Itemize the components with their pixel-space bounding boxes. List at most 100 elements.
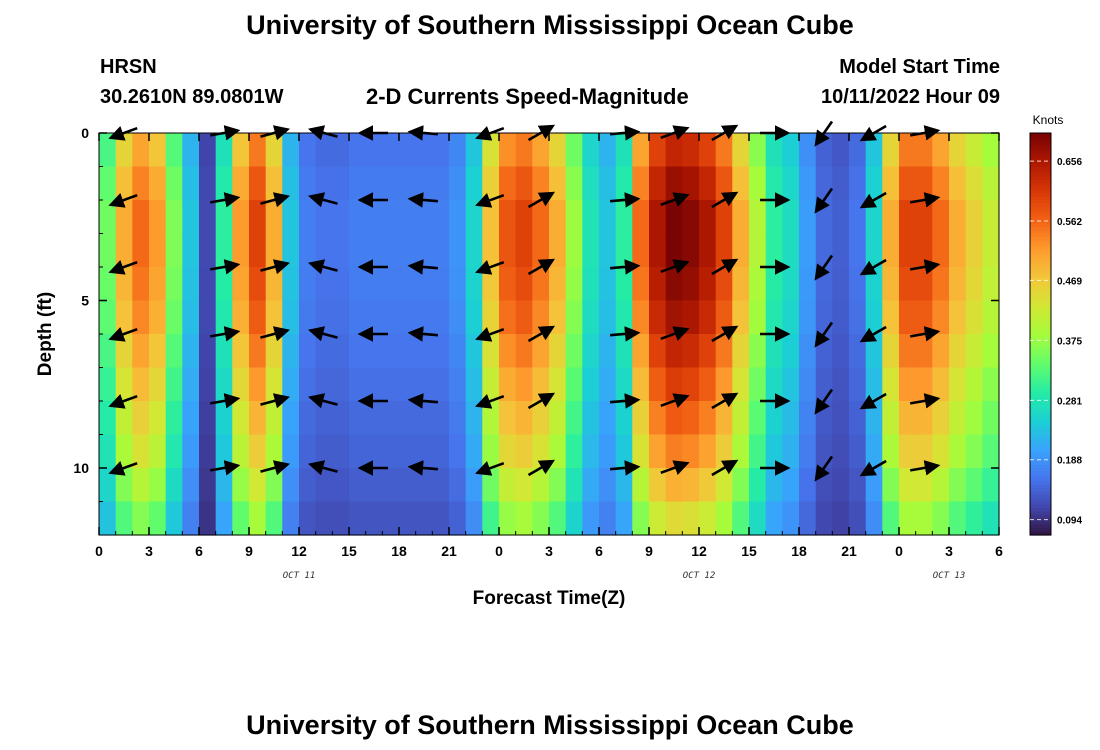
heatmap-cell: [365, 401, 383, 436]
heatmap-cell: [732, 401, 750, 436]
current-vector-arrow: [527, 258, 556, 276]
heatmap-cell: [215, 233, 233, 268]
heatmap-cell: [132, 133, 150, 168]
heatmap-cell: [932, 334, 950, 369]
heatmap-cell: [165, 401, 183, 436]
heatmap-cell: [282, 401, 300, 436]
heatmap-cell: [299, 367, 317, 402]
heatmap-cell: [949, 200, 967, 235]
heatmap-cell: [782, 468, 800, 503]
heatmap-cell: [265, 233, 283, 268]
heatmap-cell: [815, 267, 833, 302]
heatmap-cell: [632, 300, 650, 335]
heatmap-cell: [699, 166, 717, 201]
heatmap-cell: [349, 468, 367, 503]
heatmap-cell: [715, 267, 733, 302]
colorbar-segment: [1030, 481, 1051, 486]
x-tick-label: 3: [145, 543, 153, 559]
colorbar-segment: [1030, 203, 1051, 208]
current-vector-arrow: [527, 392, 556, 410]
heatmap-cell: [615, 300, 633, 335]
plot-axes: 0 3 6 9 12 15 18 21 0 3 6 9 12 15 18 21 0 3 6 0 5 10 OCT 11 OCT…: [73, 125, 1003, 581]
heatmap-cell: [615, 334, 633, 369]
heatmap-cell: [682, 334, 700, 369]
heatmap-cell: [215, 300, 233, 335]
heatmap-cell: [115, 434, 133, 469]
colorbar: 0.656 0.562 0.469 0.375 0.281 0.188 0.094: [1029, 132, 1082, 536]
heatmap-cell: [365, 434, 383, 469]
heatmap-cell: [699, 133, 717, 168]
colorbar-segment: [1030, 508, 1051, 513]
current-vector-arrow: [407, 326, 439, 342]
heatmap-cell: [215, 434, 233, 469]
heatmap-cell: [249, 334, 267, 369]
heatmap-cell: [665, 367, 683, 402]
heatmap-cell: [932, 300, 950, 335]
current-vector-arrow: [307, 259, 338, 275]
current-vector-arrow: [475, 327, 505, 342]
heatmap-cell: [315, 300, 333, 335]
heatmap-cell: [949, 401, 967, 436]
heatmap-cell: [865, 233, 883, 268]
heatmap-cell: [332, 468, 350, 503]
heatmap-cell: [649, 367, 667, 402]
heatmap-cell: [765, 300, 783, 335]
heatmap-cell: [782, 367, 800, 402]
heatmap-cell: [682, 267, 700, 302]
heatmap-cell: [899, 334, 917, 369]
colorbar-segment: [1030, 434, 1051, 439]
colorbar-segment: [1030, 488, 1051, 493]
heatmap-cell: [699, 501, 717, 536]
heatmap-cell: [732, 434, 750, 469]
heatmap-cell: [249, 166, 267, 201]
colorbar-segment: [1030, 478, 1051, 482]
heatmap-cell: [399, 166, 417, 201]
colorbar-segment: [1030, 468, 1051, 472]
heatmap-cell: [399, 133, 417, 168]
heatmap-cell: [832, 166, 850, 201]
heatmap-cell: [749, 434, 767, 469]
heatmap-cell: [365, 300, 383, 335]
heatmap-cell: [715, 200, 733, 235]
heatmap-cell: [165, 434, 183, 469]
current-vector-arrow: [711, 459, 739, 477]
heatmap-cell: [732, 166, 750, 201]
heatmap-cell: [265, 300, 283, 335]
heatmap-cell: [515, 200, 533, 235]
colorbar-segment: [1030, 417, 1051, 422]
heatmap-cell: [599, 434, 617, 469]
colorbar-segment: [1030, 504, 1051, 509]
heatmap-cell: [915, 468, 933, 503]
heatmap-cell: [482, 267, 500, 302]
heatmap-cell: [149, 233, 167, 268]
heatmap-cell: [649, 267, 667, 302]
heatmap-cell: [565, 401, 583, 436]
heatmap-cell: [832, 133, 850, 168]
heatmap-cell: [199, 300, 217, 335]
heatmap-cell: [432, 434, 450, 469]
heatmap-cell: [349, 267, 367, 302]
heatmap-cell: [265, 501, 283, 536]
heatmap-cell: [299, 233, 317, 268]
colorbar-segment: [1030, 498, 1051, 503]
heatmap-cell: [165, 200, 183, 235]
heatmap-cell: [199, 334, 217, 369]
current-vector-arrow: [108, 394, 138, 409]
heatmap-cell: [965, 468, 983, 503]
heatmap-cell: [249, 233, 267, 268]
heatmap-cell: [899, 133, 917, 168]
heatmap-cell: [315, 434, 333, 469]
colorbar-segment: [1030, 454, 1051, 459]
heatmap-cell: [832, 401, 850, 436]
heatmap-cell: [799, 200, 817, 235]
heatmap-cell: [882, 367, 900, 402]
heatmap-cell: [449, 300, 467, 335]
current-vector-arrow: [475, 461, 505, 476]
colorbar-segment: [1030, 327, 1051, 332]
heatmap-cell: [232, 468, 250, 503]
heatmap-cell: [215, 334, 233, 369]
heatmap-cell: [399, 367, 417, 402]
heatmap-cell: [699, 401, 717, 436]
heatmap-cell: [765, 434, 783, 469]
y-tick-label: 0: [81, 125, 89, 141]
